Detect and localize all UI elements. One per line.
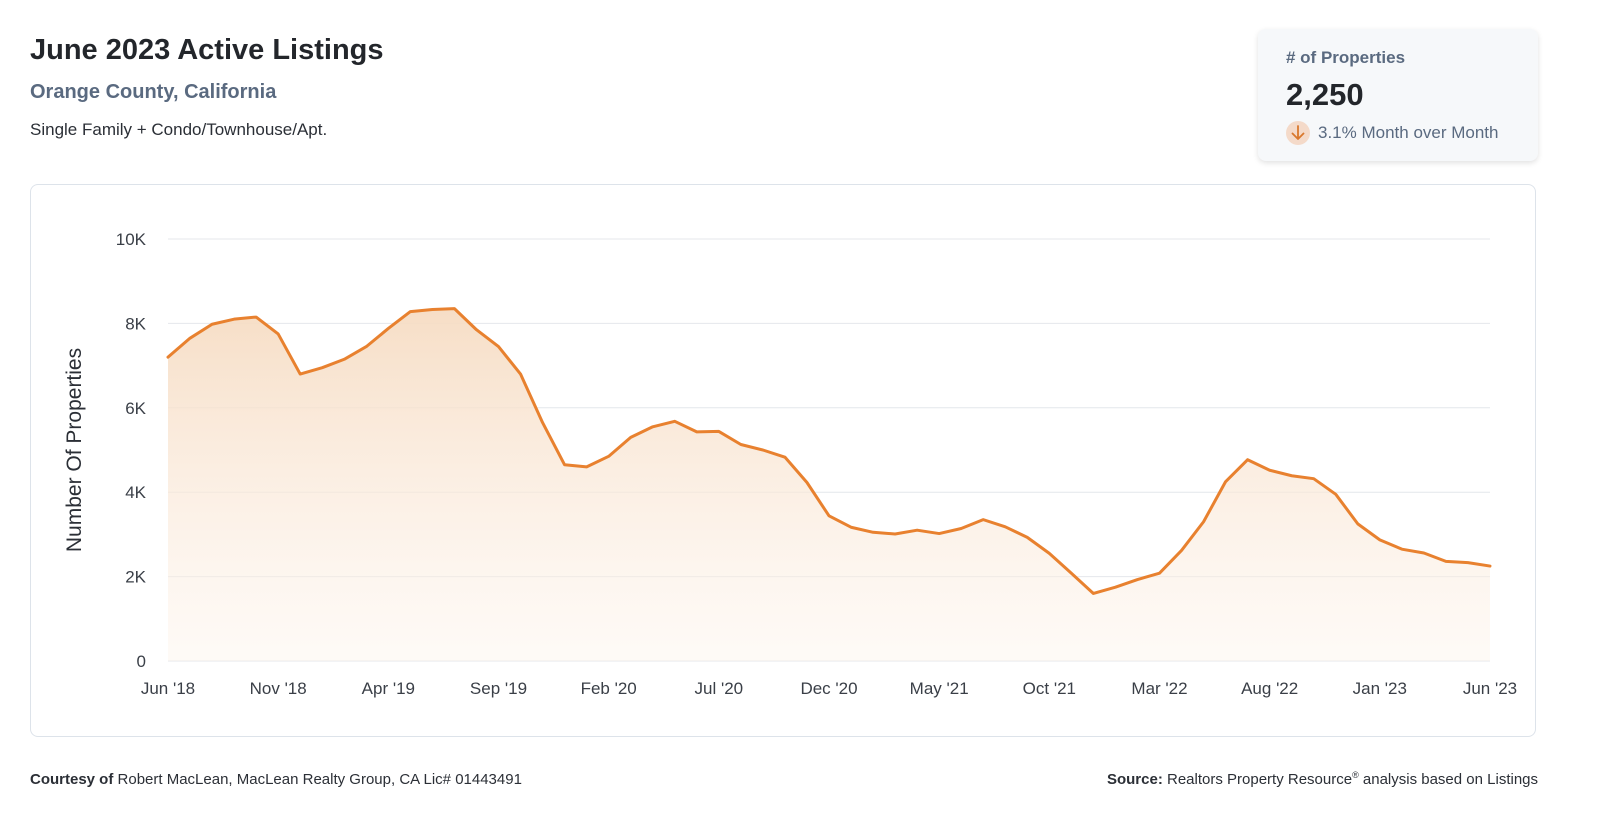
- x-tick-label: Nov '18: [250, 679, 307, 698]
- x-tick-label: Dec '20: [800, 679, 857, 698]
- y-tick-label: 0: [137, 652, 146, 671]
- source-text: Realtors Property Resource: [1167, 771, 1353, 788]
- x-tick-label: Jun '18: [141, 679, 195, 698]
- x-tick-label: May '21: [910, 679, 969, 698]
- y-tick-label: 4K: [125, 483, 146, 502]
- location-subtitle: Orange County, California: [30, 81, 277, 103]
- source-label: Source:: [1106, 771, 1163, 788]
- chart-panel: 0 2K 4K 6K 8K 10K Jun '18 Nov '18 Apr '19 Sep '1…: [30, 184, 1536, 737]
- area-fill: [168, 308, 1490, 661]
- x-tick-label: Jun '23: [1463, 679, 1517, 698]
- x-tick-label: Aug '22: [1241, 679, 1298, 698]
- page-title: June 2023 Active Listings: [30, 34, 384, 66]
- series-line: [166, 307, 1492, 595]
- properties-stat-card: # of Properties 2,250 3.1% Month over Mo…: [1258, 29, 1538, 161]
- x-tick-label: Jul '20: [695, 679, 744, 698]
- x-tick-label: Apr '19: [362, 679, 415, 698]
- source-footer: Source: Realtors Property Resource® anal…: [1106, 770, 1538, 789]
- stat-change-text: 3.1% Month over Month: [1318, 123, 1499, 142]
- stat-label: # of Properties: [1286, 48, 1406, 67]
- x-tick-label: Jan '23: [1353, 679, 1407, 698]
- y-tick-label: 10K: [116, 230, 147, 249]
- x-tick-label: Oct '21: [1023, 679, 1076, 698]
- registered-mark: ®: [1352, 770, 1359, 780]
- property-types-description: Single Family + Condo/Townhouse/Apt.: [30, 120, 328, 139]
- y-tick-label: 6K: [125, 399, 146, 418]
- arrow-down-icon: [1286, 121, 1310, 145]
- x-tick-label: Feb '20: [581, 679, 637, 698]
- stat-value: 2,250: [1286, 77, 1364, 112]
- courtesy-footer: Courtesy of Robert MacLean, MacLean Real…: [30, 771, 522, 788]
- courtesy-text: Robert MacLean, MacLean Realty Group, CA…: [117, 771, 522, 788]
- x-tick-label: Sep '19: [470, 679, 527, 698]
- y-axis-label: Number Of Properties: [63, 348, 86, 552]
- courtesy-label: Courtesy of: [30, 771, 114, 788]
- y-tick-label: 2K: [125, 568, 146, 587]
- active-listings-chart: 0 2K 4K 6K 8K 10K Jun '18 Nov '18 Apr '19 Sep '1…: [63, 230, 1517, 698]
- y-tick-label: 8K: [125, 314, 146, 333]
- source-suffix: analysis based on Listings: [1362, 771, 1538, 788]
- x-tick-label: Mar '22: [1131, 679, 1187, 698]
- stat-change: 3.1% Month over Month: [1286, 121, 1498, 145]
